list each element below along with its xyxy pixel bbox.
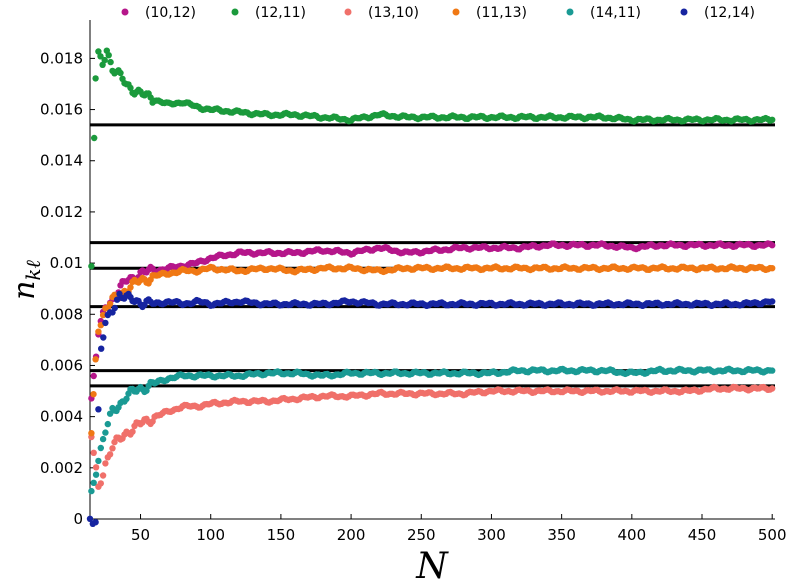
data-point <box>99 472 107 479</box>
data-point <box>88 263 95 270</box>
y-tick-label: 0.006 <box>40 356 83 374</box>
legend-marker <box>680 8 688 16</box>
data-point <box>95 328 102 335</box>
y-tick-label: 0.008 <box>40 305 83 323</box>
legend-marker <box>452 8 460 16</box>
data-point <box>92 75 99 82</box>
x-tick-label: 50 <box>131 526 150 544</box>
data-point <box>106 451 114 458</box>
data-point <box>102 460 109 467</box>
series-points <box>86 290 776 527</box>
data-point <box>769 298 776 305</box>
data-point <box>102 319 109 327</box>
series-points <box>88 240 776 402</box>
data-point <box>106 410 114 417</box>
data-point <box>109 445 116 452</box>
x-tick-label: 200 <box>337 526 366 544</box>
data-point <box>769 265 776 272</box>
data-point <box>769 367 776 374</box>
data-point <box>123 395 130 402</box>
data-point <box>100 334 107 341</box>
data-point <box>143 387 150 394</box>
x-tick-label: 100 <box>196 526 225 544</box>
y-tick-label: 0.012 <box>40 203 83 221</box>
data-point <box>98 345 105 352</box>
data-point <box>97 480 105 487</box>
legend-marker <box>566 8 574 16</box>
data-point <box>102 429 109 436</box>
data-point <box>97 53 104 60</box>
y-ticks: 0 0.002 0.004 0.006 0.008 0.01 0.012 0.014 0.016… <box>40 49 95 528</box>
legend-label: (11,13) <box>476 5 527 21</box>
data-point <box>111 304 119 312</box>
data-point <box>769 116 776 124</box>
legend-marker <box>231 8 239 16</box>
data-point <box>90 372 97 380</box>
legend-label: (10,12) <box>145 5 196 21</box>
x-tick-label: 450 <box>688 526 717 544</box>
data-point <box>769 385 776 392</box>
data-point <box>105 52 112 59</box>
legend: (10,12) (12,11) (13,10) (11,13) (14,11) (12,1… <box>121 5 755 21</box>
limit-lines <box>90 123 775 388</box>
legend-label: (14,11) <box>590 5 641 21</box>
y-tick-label: 0.002 <box>40 459 83 477</box>
data-point <box>90 479 97 486</box>
data-point <box>91 134 98 142</box>
data-point <box>88 487 95 495</box>
series-points <box>88 365 776 495</box>
x-tick-label: 500 <box>758 526 787 544</box>
x-tick-label: 250 <box>407 526 436 544</box>
data-point <box>95 457 102 465</box>
x-tick-label: 350 <box>547 526 576 544</box>
x-axis-title: N <box>415 546 449 581</box>
data-point <box>97 444 105 452</box>
data-point <box>769 242 776 249</box>
data-point <box>90 449 97 456</box>
y-tick-label: 0 <box>73 510 83 528</box>
data-point <box>117 69 124 77</box>
data-point <box>104 420 112 428</box>
legend-label: (12,11) <box>255 5 306 21</box>
series-points <box>88 47 776 270</box>
data-point <box>106 300 114 308</box>
x-ticks: 50 100 150 200 250 300 350 400 450 500 <box>131 514 787 544</box>
data-point <box>95 48 102 55</box>
data-point <box>149 418 156 425</box>
data-point <box>99 435 107 443</box>
data-point <box>107 58 114 66</box>
data-point <box>101 56 108 64</box>
data-point <box>88 430 95 437</box>
legend-marker <box>121 8 129 16</box>
legend-label: (13,10) <box>368 5 419 21</box>
series-points <box>88 263 776 437</box>
y-tick-label: 0.004 <box>40 408 83 426</box>
data-point <box>127 84 134 92</box>
data-point <box>92 519 99 526</box>
data-point <box>129 428 136 435</box>
data-point <box>92 471 100 478</box>
data-point <box>99 311 107 319</box>
data-points <box>86 47 776 527</box>
y-axis-title: nkℓ <box>7 259 45 299</box>
x-tick-label: 400 <box>618 526 647 544</box>
data-point <box>95 406 102 413</box>
y-tick-label: 0.018 <box>40 49 83 67</box>
data-point <box>92 464 100 471</box>
x-tick-label: 300 <box>477 526 506 544</box>
data-point <box>127 284 134 291</box>
y-tick-label: 0.016 <box>40 101 83 119</box>
data-point <box>92 356 99 363</box>
data-point <box>90 391 97 398</box>
x-tick-label: 150 <box>267 526 296 544</box>
data-point <box>86 515 94 522</box>
y-tick-label: 0.014 <box>40 152 83 170</box>
series-points <box>88 383 776 490</box>
y-tick-label: 0.01 <box>50 254 83 272</box>
legend-label: (12,14) <box>704 5 755 21</box>
legend-marker <box>344 8 352 16</box>
